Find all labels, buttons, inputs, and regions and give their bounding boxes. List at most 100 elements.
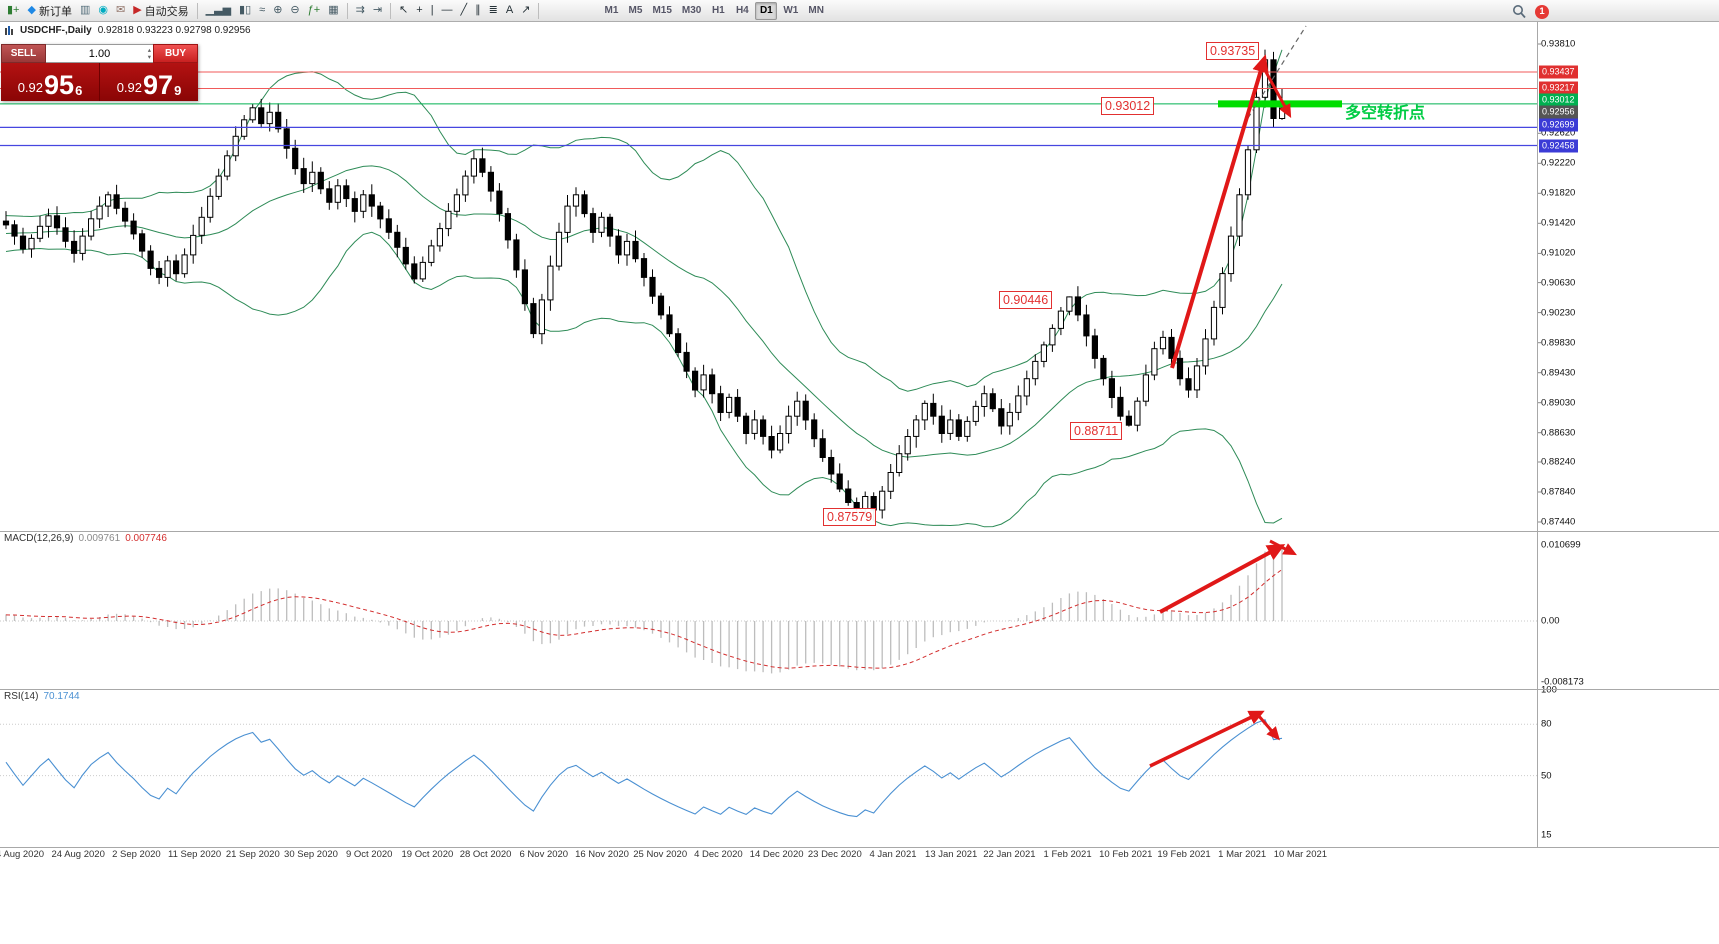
toolbar-separator [538,2,540,19]
candle-body [164,260,171,278]
candle-body [751,419,758,434]
time-axis-label: 1 Mar 2021 [1218,849,1267,860]
price-callout[interactable]: 0.90446 [999,291,1053,309]
timeframe-h4-button[interactable]: H4 [731,2,753,20]
macd-arrow[interactable] [1269,539,1297,556]
candle-body [224,155,231,177]
chart-title: USDCHF-,Daily 0.92818 0.93223 0.92798 0.… [4,25,251,36]
annotation-note[interactable]: 多空转折点 [1345,105,1426,122]
timeframe-m5-button[interactable]: M5 [624,2,646,20]
price-axis-tick: 0.91420 [1541,217,1576,229]
candle-body [836,473,843,490]
price-axis-tick: 0.89030 [1541,397,1576,409]
horizontal-line-button[interactable]: — [438,1,457,20]
macd-arrow[interactable] [1159,544,1286,614]
rsi-arrow[interactable] [1256,714,1280,741]
candle-body [207,195,214,218]
rsi-arrow[interactable] [1149,710,1265,768]
candle-body [88,218,95,237]
candle-body [326,188,333,203]
trendline-button[interactable]: ╱ [457,1,472,20]
new-chart-button[interactable]: ▮+ [3,1,23,20]
line-chart-button[interactable]: ≈ [255,1,269,20]
price-axis-border[interactable] [1537,22,1538,847]
candle-body [462,175,469,196]
bollinger-middle-band [5,165,1283,458]
autoscroll-icon: ⇉ [355,4,365,16]
price-callout[interactable]: 0.88711 [1070,422,1123,440]
candle-body [564,205,571,233]
macd-rsi-pane-divider[interactable] [0,689,1719,690]
crosshair-button[interactable]: + [412,1,426,20]
price-axis-tick: 0.87840 [1541,486,1576,498]
cursor-button[interactable]: ↖ [395,1,412,20]
price-line-axis-label: 0.92458 [1539,139,1578,153]
timeframe-m15-button[interactable]: M15 [648,2,675,20]
price-axis-tick: 0.89830 [1541,337,1576,349]
new-order-button[interactable]: ◆ 新订单 [23,1,75,20]
time-axis-label: 22 Jan 2021 [983,849,1036,860]
volume-value[interactable]: 1.00 [88,47,111,60]
candle-body [45,215,52,227]
buy-button[interactable]: BUY [153,44,198,63]
sell-button[interactable]: SELL [1,44,46,63]
trend-arrow[interactable] [1264,71,1292,118]
timeframe-m30-button[interactable]: M30 [678,2,705,20]
timeframe-w1-button[interactable]: W1 [779,2,802,20]
candle-body [1168,336,1175,359]
candlestick-chart-button[interactable]: ▮▯ [235,1,255,20]
timeframe-h1-button[interactable]: H1 [707,2,729,20]
mail-button[interactable]: ✉ [112,1,129,20]
timeframe-m1-button[interactable]: M1 [600,2,622,20]
candle-body [1057,310,1065,329]
price-callout[interactable]: 0.93735 [1206,42,1260,60]
volume-up-icon[interactable]: ▴ [147,47,151,54]
autotrading-button[interactable]: ▶ 自动交易 [129,1,192,20]
main-macd-pane-divider[interactable] [0,531,1719,532]
candle-body [351,198,358,212]
time-axis-label: 16 Nov 2020 [575,849,629,860]
timeframe-mn-button[interactable]: MN [804,2,828,20]
timeframe-d1-button[interactable]: D1 [755,1,778,20]
fibonacci-button[interactable]: ≣ [485,1,502,20]
notification-badge[interactable]: 1 [1535,4,1549,19]
grid-button[interactable]: ▦ [324,1,342,20]
candle-body [794,400,801,417]
volume-field[interactable]: 1.00 ▴ ▾ [46,44,153,63]
trade-panel-top-row: SELL 1.00 ▴ ▾ BUY [1,44,198,63]
buy-price-display[interactable]: 0.92 97 9 [100,63,198,101]
trend-arrow[interactable] [1170,54,1269,369]
timeframe-toolbar: M1 M5 M15 M30 H1 H4 D1 W1 MN [599,1,828,20]
community-button[interactable]: ◉ [94,1,112,20]
bollinger-lower-band [5,231,1283,528]
vertical-line-button[interactable]: | [427,1,438,20]
candle-body [538,299,545,335]
candle-body [717,393,724,414]
search-icon[interactable] [1512,4,1526,19]
candle-body [887,472,894,492]
candle-body [11,224,18,237]
price-callout[interactable]: 0.93012 [1101,97,1155,115]
autoscroll-button[interactable]: ⇉ [352,1,369,20]
zoom-in-button[interactable]: ⊕ [269,1,286,20]
candle-body [1049,327,1056,346]
toolbar-separator [390,2,392,19]
time-axis-divider[interactable] [0,847,1719,848]
dashed-trendline[interactable] [1247,25,1307,119]
candle-body [96,205,103,220]
price-callout[interactable]: 0.87579 [823,508,877,526]
charts-list-button[interactable]: ▥ [76,1,94,20]
indicators-button[interactable]: ƒ+ [304,1,325,20]
zoom-out-button[interactable]: ⊖ [286,1,303,20]
chart-shift-button[interactable]: ⇥ [369,1,386,20]
arrows-button[interactable]: ↗ [517,1,534,20]
text-button[interactable]: A [502,1,517,20]
bar-chart-button[interactable]: ▁▃▅ [202,1,235,20]
volume-down-icon[interactable]: ▾ [147,54,151,61]
candle-body [1185,378,1192,391]
volume-stepper[interactable]: ▴ ▾ [148,47,151,61]
channel-button[interactable]: ∥ [471,1,485,20]
candle-body [998,408,1005,427]
sell-price-display[interactable]: 0.92 95 6 [1,63,99,101]
